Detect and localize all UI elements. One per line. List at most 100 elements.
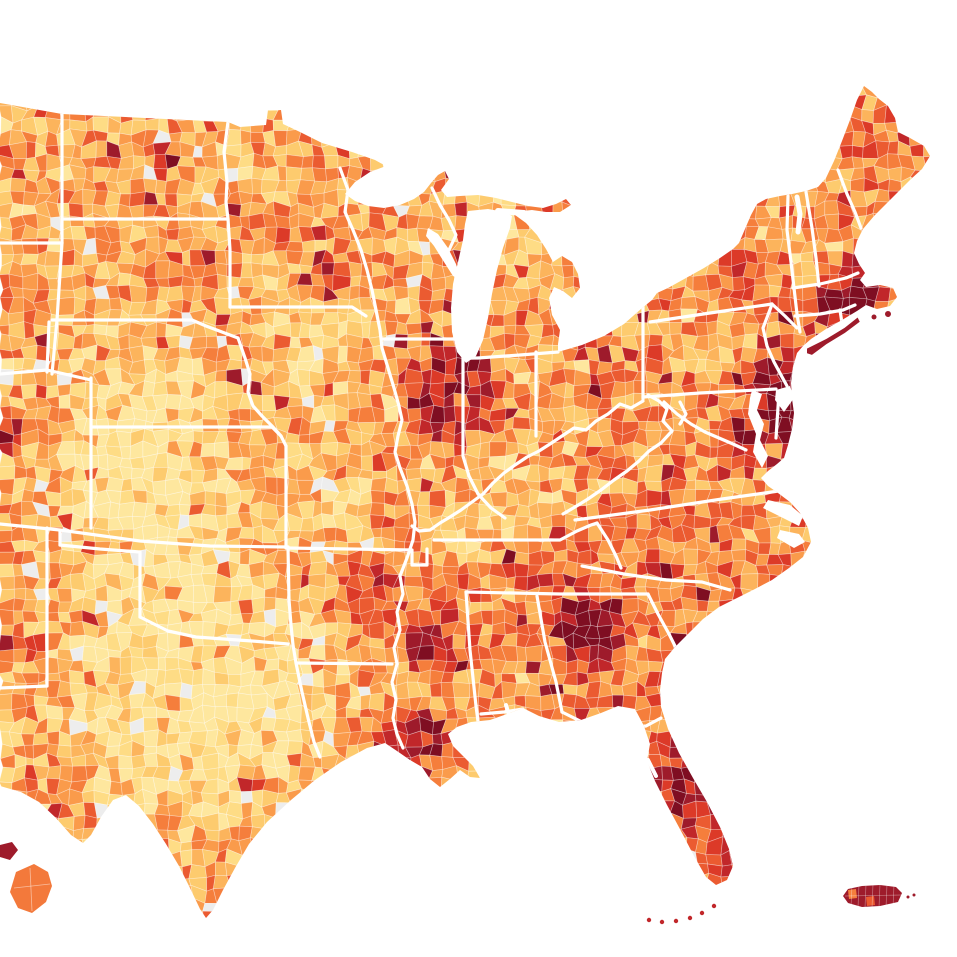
county-cell: [275, 442, 286, 460]
county-cell: [165, 850, 183, 868]
county-cell: [562, 719, 578, 735]
county-cell: [152, 837, 170, 856]
county-cell: [240, 262, 253, 279]
county-cell: [562, 684, 578, 696]
county-cell: [9, 789, 28, 808]
county-cell: [321, 132, 340, 148]
county-cell: [311, 167, 328, 183]
county-cell: [56, 587, 73, 603]
county-cell: [839, 130, 855, 147]
county-cell: [188, 513, 203, 528]
county-cell: [237, 599, 254, 615]
county-cell: [872, 200, 890, 214]
county-cell: [693, 777, 708, 796]
county-cell: [525, 192, 542, 207]
county-cell: [70, 527, 85, 542]
state-border-line: [45, 320, 51, 374]
county-cell: [564, 381, 575, 399]
county-cell: [730, 599, 746, 616]
county-cell: [397, 757, 412, 772]
county-cell: [0, 781, 13, 791]
florida-keys-dot: [646, 917, 652, 923]
county-cell: [143, 224, 160, 238]
county-cell: [780, 564, 794, 580]
county-cell: [372, 740, 388, 760]
county-cell: [176, 156, 196, 168]
county-cell: [908, 129, 926, 147]
county-cell: [622, 694, 638, 712]
county-cell: [106, 793, 124, 806]
county-cell: [572, 248, 591, 266]
county-cell: [370, 490, 386, 504]
county-cell: [117, 272, 131, 287]
county-cell: [848, 889, 857, 899]
county-cell: [696, 599, 709, 612]
county-cell: [692, 621, 707, 638]
county-cell: [81, 827, 98, 840]
county-cell: [298, 434, 310, 445]
county-cell: [58, 394, 71, 409]
county-cell: [620, 297, 640, 315]
county-cell: [23, 321, 35, 340]
county-cell: [144, 117, 160, 131]
county-cell: [586, 671, 602, 683]
county-cell: [610, 322, 623, 337]
county-cell: [226, 873, 242, 889]
county-cell: [35, 384, 48, 400]
county-cell: [299, 264, 313, 275]
county-cell: [645, 790, 663, 803]
county-cell: [850, 177, 865, 193]
county-cell: [157, 657, 167, 671]
county-cell: [537, 491, 554, 504]
county-cell: [131, 501, 148, 518]
county-cell: [312, 155, 326, 170]
county-cell: [143, 729, 159, 748]
county-cell: [109, 780, 123, 796]
county-cell: [513, 562, 530, 578]
county-cell: [552, 200, 564, 217]
county-cell: [143, 717, 159, 733]
county-cell: [347, 369, 361, 384]
county-cell: [300, 517, 315, 532]
county-cell: [272, 145, 287, 157]
county-cell: [909, 143, 925, 158]
county-cell: [168, 528, 179, 538]
county-cell: [68, 670, 85, 685]
county-cell: [321, 500, 334, 516]
county-cell: [190, 908, 205, 918]
county-cell: [202, 621, 217, 639]
county-cell: [500, 190, 517, 207]
county-cell: [176, 105, 194, 122]
county-cell: [348, 261, 363, 278]
county-cell: [166, 105, 178, 122]
county-cell: [214, 491, 228, 508]
puerto-rico-inset: [843, 885, 916, 907]
county-cell: [181, 249, 191, 267]
county-cell: [548, 188, 567, 203]
county-cell: [801, 550, 820, 562]
county-cell: [204, 490, 216, 506]
county-cell: [0, 405, 12, 420]
county-cell: [191, 668, 204, 686]
county-cell: [491, 716, 505, 735]
county-cell: [202, 107, 220, 122]
county-cell: [620, 308, 640, 324]
county-cell: [764, 226, 784, 241]
county-cell: [789, 181, 808, 192]
county-cell: [321, 767, 335, 783]
county-cell: [392, 190, 410, 207]
county-cell: [540, 241, 556, 256]
county-cell: [242, 253, 252, 264]
county-cell: [561, 265, 575, 279]
county-cell: [213, 586, 232, 604]
county-cell: [730, 416, 746, 432]
county-cell: [596, 706, 614, 721]
county-cell: [393, 333, 409, 350]
county-cell: [165, 553, 181, 563]
county-cell: [551, 249, 563, 267]
county-cell: [277, 165, 287, 182]
county-cell: [275, 802, 291, 820]
county-cell: [728, 850, 748, 866]
county-cell: [71, 765, 88, 783]
